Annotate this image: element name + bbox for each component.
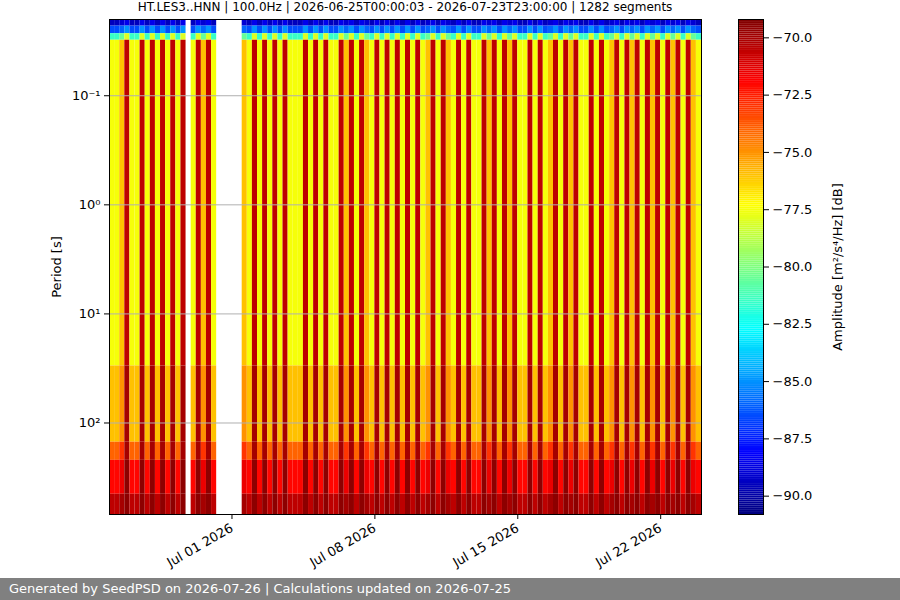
svg-text:−70.0: −70.0 bbox=[773, 30, 813, 45]
svg-text:−77.5: −77.5 bbox=[773, 202, 813, 217]
svg-text:10⁻¹: 10⁻¹ bbox=[72, 88, 101, 103]
svg-text:Jul 15 2026: Jul 15 2026 bbox=[449, 520, 521, 570]
svg-text:−80.0: −80.0 bbox=[773, 259, 813, 274]
svg-text:−85.0: −85.0 bbox=[773, 374, 813, 389]
html-text:HT.LES3..HNN | 100.0Hz | 2026-: HT.LES3..HNN | 100.0Hz | 2026-06-25T00:0… bbox=[137, 0, 673, 14]
svg-text:Amplitude [m²/s⁴/Hz] [dB]: Amplitude [m²/s⁴/Hz] [dB] bbox=[830, 183, 845, 351]
svg-text:−75.0: −75.0 bbox=[773, 145, 813, 160]
svg-text:−90.0: −90.0 bbox=[773, 488, 813, 503]
svg-text:Jul 01 2026: Jul 01 2026 bbox=[163, 520, 235, 570]
svg-text:Period [s]: Period [s] bbox=[49, 236, 64, 298]
svg-text:−82.5: −82.5 bbox=[773, 316, 813, 331]
svg-text:10⁰: 10⁰ bbox=[79, 197, 101, 212]
svg-text:−87.5: −87.5 bbox=[773, 431, 813, 446]
html-text:Generated by SeedPSD on 2026-0: Generated by SeedPSD on 2026-07-26 | Cal… bbox=[9, 581, 511, 596]
svg-text:10²: 10² bbox=[79, 415, 101, 430]
svg-text:10¹: 10¹ bbox=[79, 306, 101, 321]
svg-text:Jul 22 2026: Jul 22 2026 bbox=[592, 520, 664, 570]
svg-text:Jul 08 2026: Jul 08 2026 bbox=[306, 520, 378, 570]
svg-text:−72.5: −72.5 bbox=[773, 87, 813, 102]
